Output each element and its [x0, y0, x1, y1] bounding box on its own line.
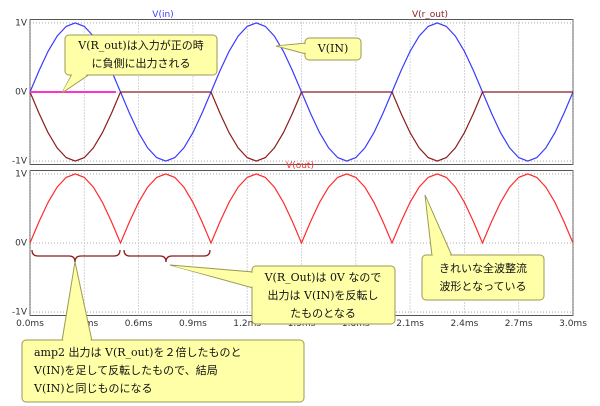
callout-tail-fill [426, 198, 451, 257]
callout-text: amp2 出力は V(R_out)を２倍したものと [34, 345, 241, 359]
x-tick-label: 2.1ms [396, 319, 424, 329]
callout-text: V(IN)と同じものになる [33, 382, 153, 395]
y-tick-label: 0V [15, 239, 28, 249]
callout-text: 出力は V(IN)を反転し [268, 288, 379, 302]
callout-text: V(IN)を足して反転したもので、結局 [33, 363, 218, 377]
x-tick-label: 3.0ms [559, 319, 587, 329]
series-line [29, 91, 573, 162]
series-label: V(out) [286, 161, 314, 171]
series-label: V(in) [152, 10, 173, 20]
callout: amp2 出力は V(R_out)を２倍したものと V(IN)を足して反転したも… [21, 261, 305, 403]
x-tick-label: 2.4ms [451, 319, 479, 329]
x-tick-label: 2.7ms [505, 319, 533, 329]
callout-box [251, 265, 396, 325]
y-tick-label: -1V [12, 157, 28, 167]
callout-tail-fill [63, 265, 91, 342]
callout-tail-fill [63, 73, 89, 91]
series-line [29, 173, 574, 245]
callout-box [21, 339, 305, 403]
x-tick-label: 1.2ms [233, 319, 261, 329]
callout-text: V(IN) [317, 42, 349, 55]
x-tick-label: 0.9ms [179, 319, 207, 329]
y-tick-label: 0V [15, 88, 28, 98]
series-label: V(r_out) [412, 10, 448, 20]
callout-text: に負側に出力される [92, 56, 191, 70]
x-tick-label: 0.6ms [125, 319, 153, 329]
callout-text: たものとなる [290, 307, 356, 320]
y-tick-label: -1V [12, 308, 28, 318]
callout: きれいな全波整流 波形となっている [421, 194, 545, 301]
callout-tail-fill [278, 44, 307, 53]
brace [123, 249, 211, 263]
callout-box [421, 254, 545, 301]
callout-box [64, 34, 218, 76]
x-tick-label: 0.0ms [16, 319, 44, 329]
callout-text: 波形となっている [439, 280, 526, 293]
callout: V(R_Out)は 0V なので 出力は V(IN)を反転し たものとなる [169, 264, 396, 325]
callout: V(IN) [275, 37, 362, 61]
callout-tail-fill [173, 266, 254, 287]
callout-text: V(R_out)は入力が正の時 [77, 38, 203, 52]
y-tick-label: 1V [15, 18, 28, 28]
y-tick-label: 1V [15, 169, 28, 179]
callout: V(R_out)は入力が正の時 に負側に出力される [61, 34, 218, 94]
callout-text: V(R_Out)は 0V なので [264, 271, 382, 284]
callout-text: きれいな全波整流 [439, 261, 527, 275]
